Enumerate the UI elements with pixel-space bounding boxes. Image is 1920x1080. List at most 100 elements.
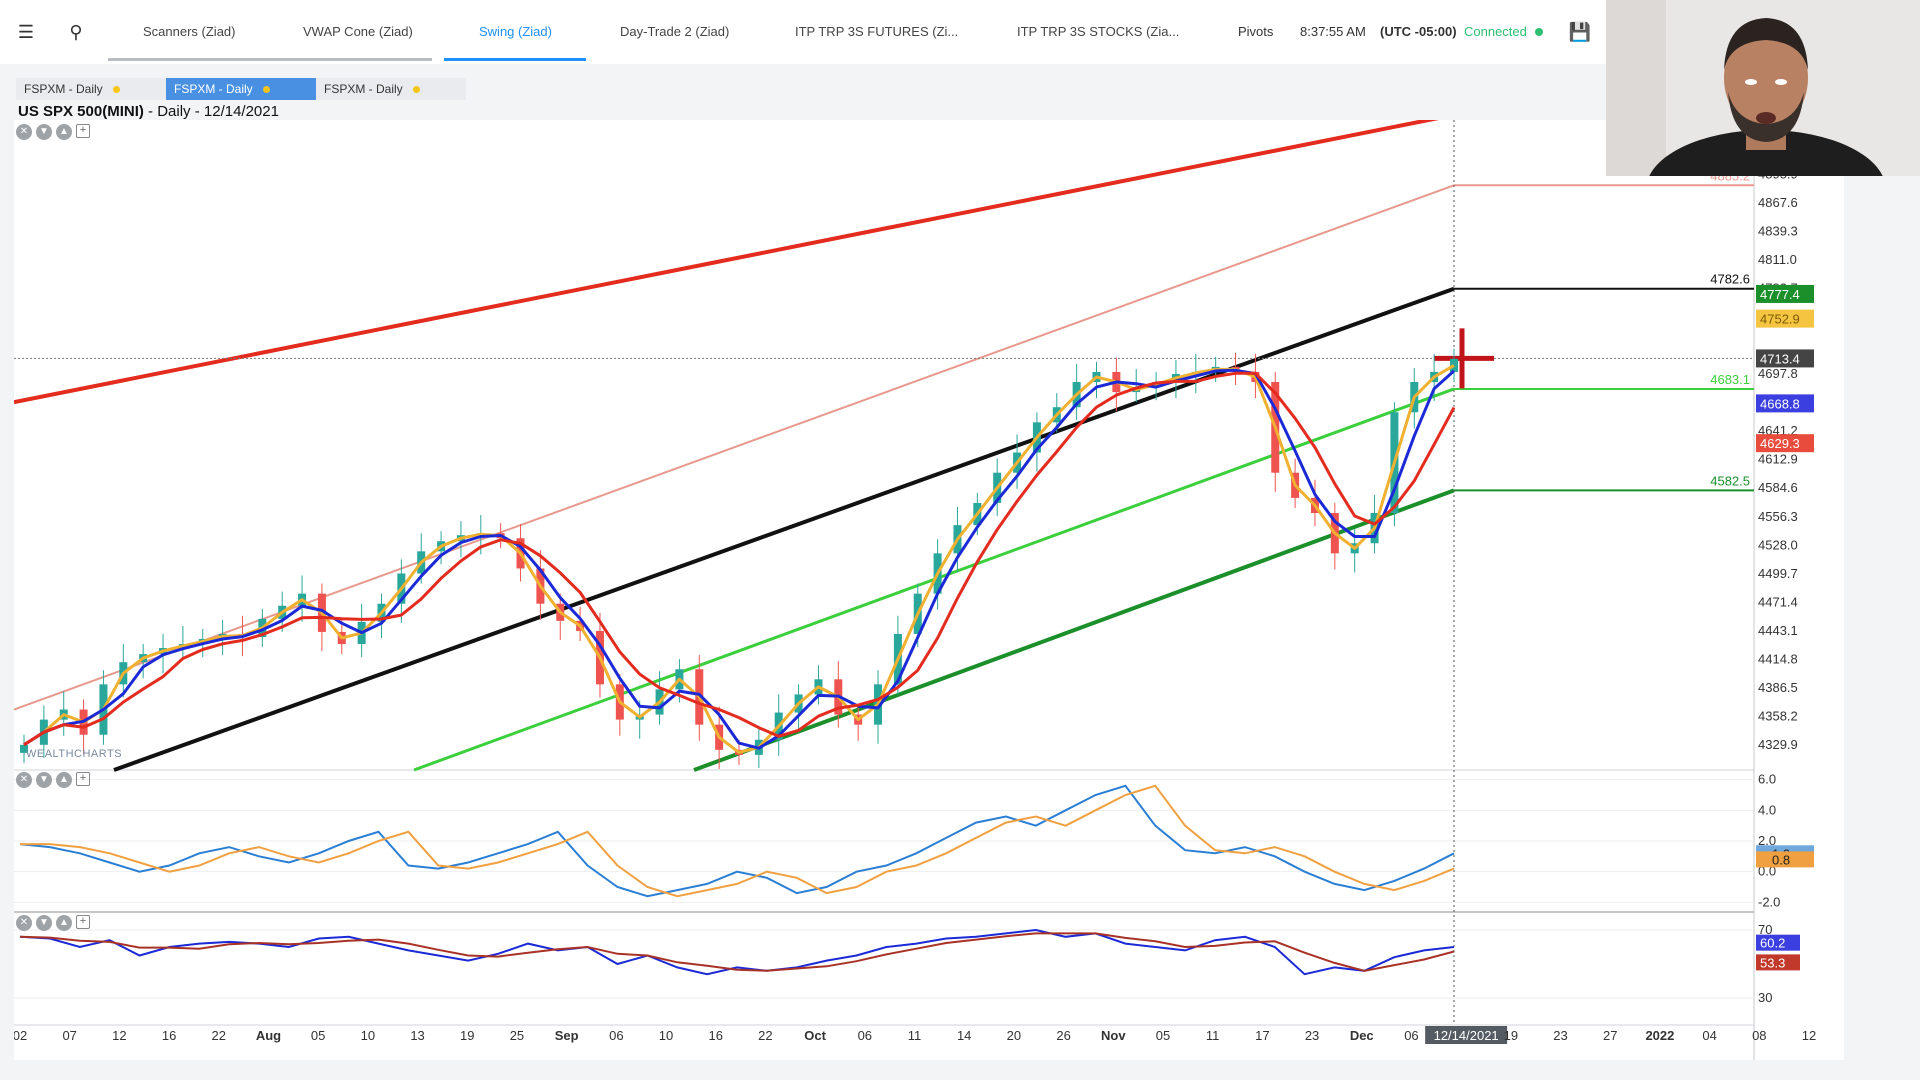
- oscillator-tick-label: 2.0: [1758, 833, 1776, 848]
- menu-icon[interactable]: ☰: [17, 22, 35, 42]
- x-tick-label: 04: [1702, 1028, 1716, 1043]
- level-label: 4582.5: [1710, 473, 1750, 488]
- oscillator-tick-label: 0.0: [1758, 864, 1776, 879]
- candle-body: [1450, 358, 1458, 372]
- add-indicator-icon[interactable]: +: [76, 772, 90, 786]
- trendline: [13, 112, 1455, 405]
- symbol-detail: - Daily - 12/14/2021: [148, 103, 279, 120]
- price-tick-label: 4528.0: [1758, 537, 1798, 552]
- symbol-name: US SPX 500(MINI): [18, 103, 144, 120]
- subtab-label: FSPXM - Daily: [174, 82, 253, 96]
- watermark-logo: WEALTHCHARTS: [26, 748, 122, 760]
- rsi-tick-label: 30: [1758, 990, 1772, 1005]
- webcam-overlay: [1606, 0, 1920, 176]
- x-tick-label: Nov: [1101, 1028, 1126, 1043]
- tab-day-trade[interactable]: Day-Trade 2 (Ziad): [620, 24, 730, 39]
- close-pane-icon[interactable]: ✕: [16, 124, 32, 140]
- price-tick-label: 4386.5: [1758, 680, 1798, 695]
- collapse-pane-icon[interactable]: ▼: [36, 772, 52, 788]
- status-dot-icon: [262, 86, 270, 94]
- rsi-badge: [1756, 954, 1800, 971]
- x-tick-label: 19: [460, 1028, 474, 1043]
- x-tick-label: 22: [212, 1028, 226, 1043]
- add-indicator-icon[interactable]: +: [76, 124, 90, 138]
- price-tick-label: 4697.8: [1758, 366, 1798, 381]
- expand-pane-icon[interactable]: ▲: [56, 772, 72, 788]
- oscillator-tick-label: 4.0: [1758, 802, 1776, 817]
- status-dot-icon: [412, 86, 420, 94]
- candles-layer: [20, 348, 1458, 769]
- x-tick-label: Oct: [804, 1028, 826, 1043]
- oscillator-signal-line: [20, 784, 1455, 898]
- save-icon[interactable]: 💾: [1568, 22, 1592, 42]
- add-indicator-icon[interactable]: +: [76, 915, 90, 929]
- x-tick-label: 25: [510, 1028, 524, 1043]
- subtab-fspxm-3[interactable]: FSPXM - Daily: [316, 78, 466, 100]
- tab-underline: [108, 58, 432, 61]
- x-tick-label: 2022: [1645, 1028, 1674, 1043]
- price-badge: [1756, 349, 1814, 368]
- x-tick-label: 06: [858, 1028, 872, 1043]
- x-tick-label: 17: [1255, 1028, 1269, 1043]
- current-date-label: 12/14/2021: [1434, 1028, 1499, 1043]
- oscillator-pane-controls: ✕ ▼ ▲ +: [16, 772, 90, 788]
- tab-itp-futures[interactable]: ITP TRP 3S FUTURES (Zi...: [795, 24, 959, 39]
- collapse-pane-icon[interactable]: ▼: [36, 124, 52, 140]
- price-tick-label: 4867.6: [1758, 195, 1798, 210]
- trendline-layer: [13, 112, 1754, 1025]
- expand-pane-icon[interactable]: ▲: [56, 915, 72, 931]
- clock: 8:37:55 AM: [1300, 24, 1366, 39]
- presenter-video: [1606, 0, 1920, 176]
- subtab-fspxm-1[interactable]: FSPXM - Daily: [16, 78, 166, 100]
- tab-scanners[interactable]: Scanners (Ziad): [143, 24, 236, 39]
- price-tick-label: 4811.0: [1758, 252, 1797, 267]
- x-tick-label: Aug: [256, 1028, 281, 1043]
- x-tick-label: 14: [957, 1028, 971, 1043]
- trendline: [113, 286, 1455, 772]
- chart-svg[interactable]: 4924.24895.94867.64839.34811.04782.74752…: [13, 112, 1844, 1060]
- search-icon[interactable]: ⚲: [69, 22, 83, 42]
- trendline: [693, 488, 1455, 772]
- tab-itp-stocks[interactable]: ITP TRP 3S STOCKS (Zia...: [1017, 24, 1180, 39]
- grid-layer: [14, 120, 1755, 1060]
- tab-vwap-cone[interactable]: VWAP Cone (Ziad): [303, 24, 413, 39]
- x-tick-label: 19: [1504, 1028, 1518, 1043]
- rsi-line: [19, 928, 1455, 976]
- x-tick-label: 26: [1056, 1028, 1070, 1043]
- subtab-fspxm-2[interactable]: FSPXM - Daily: [166, 78, 316, 100]
- subtab-label: FSPXM - Daily: [324, 82, 403, 96]
- collapse-pane-icon[interactable]: ▼: [36, 915, 52, 931]
- close-pane-icon[interactable]: ✕: [16, 772, 32, 788]
- x-tick-label: 06: [1404, 1028, 1418, 1043]
- close-pane-icon[interactable]: ✕: [16, 915, 32, 931]
- rsi-badge: [1756, 934, 1800, 951]
- top-toolbar: ☰ ⚲ Scanners (Ziad) VWAP Cone (Ziad) Swi…: [0, 0, 1920, 65]
- x-tick-label: Dec: [1350, 1028, 1374, 1043]
- x-tick-label: 12: [1802, 1028, 1816, 1043]
- status-dot-icon: [112, 86, 120, 94]
- connection-label: Connected: [1464, 24, 1527, 39]
- active-tab-underline: [444, 58, 586, 61]
- connection-status: Connected: [1464, 18, 1543, 46]
- moving-average-line: [23, 368, 1456, 750]
- symbol-title: US SPX 500(MINI) - Daily - 12/14/2021: [18, 103, 279, 120]
- moving-average-line: [23, 364, 1455, 754]
- level-label: 4683.1: [1710, 372, 1750, 387]
- x-tick-label: 23: [1305, 1028, 1319, 1043]
- price-badge-label: 4713.4: [1760, 351, 1800, 366]
- subtab-label: FSPXM - Daily: [24, 82, 103, 96]
- pivots-button[interactable]: Pivots: [1238, 24, 1274, 39]
- moving-average-layer: [23, 364, 1456, 754]
- x-tick-label: 08: [1752, 1028, 1766, 1043]
- rsi-badge-label: 53.3: [1760, 955, 1785, 970]
- chart-area[interactable]: 4924.24895.94867.64839.34811.04782.74752…: [13, 112, 1844, 1060]
- x-tick-label: 27: [1603, 1028, 1617, 1043]
- price-badge-label: 4752.9: [1760, 312, 1800, 327]
- price-tick-label: 4612.9: [1758, 452, 1798, 467]
- price-badge: [1756, 309, 1814, 328]
- expand-pane-icon[interactable]: ▲: [56, 124, 72, 140]
- oscillator-badge: [1756, 851, 1814, 868]
- x-tick-label: 10: [361, 1028, 375, 1043]
- rsi-pane-controls: ✕ ▼ ▲ +: [16, 915, 90, 931]
- tab-swing[interactable]: Swing (Ziad): [479, 24, 552, 39]
